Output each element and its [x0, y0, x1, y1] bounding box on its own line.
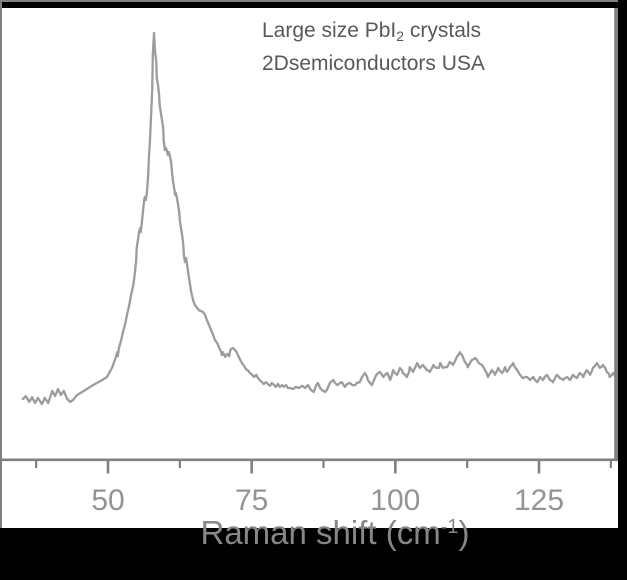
left-border-line — [0, 0, 2, 528]
subscript-2: 2 — [396, 28, 405, 44]
x-tick-label: 50 — [91, 484, 124, 517]
top-border-line — [0, 0, 627, 2]
annotation-line1: Large size PbI2 crystals — [262, 19, 482, 44]
right-black-border — [618, 0, 627, 580]
x-tick-label: 75 — [235, 484, 268, 517]
annotation-text: Large size PbI2 crystals 2Dsemiconductor… — [262, 15, 485, 79]
x-tick-label: 125 — [514, 484, 564, 517]
spectrum-line — [21, 31, 619, 406]
superscript-minus1: -1 — [440, 516, 459, 538]
x-tick-label: 100 — [370, 484, 420, 517]
top-black-bar — [0, 2, 627, 8]
x-axis-title: Raman shift (cm-1) — [200, 514, 470, 551]
bottom-black-bar — [0, 528, 627, 580]
annotation-line2: 2Dsemiconductors USA — [262, 52, 485, 75]
